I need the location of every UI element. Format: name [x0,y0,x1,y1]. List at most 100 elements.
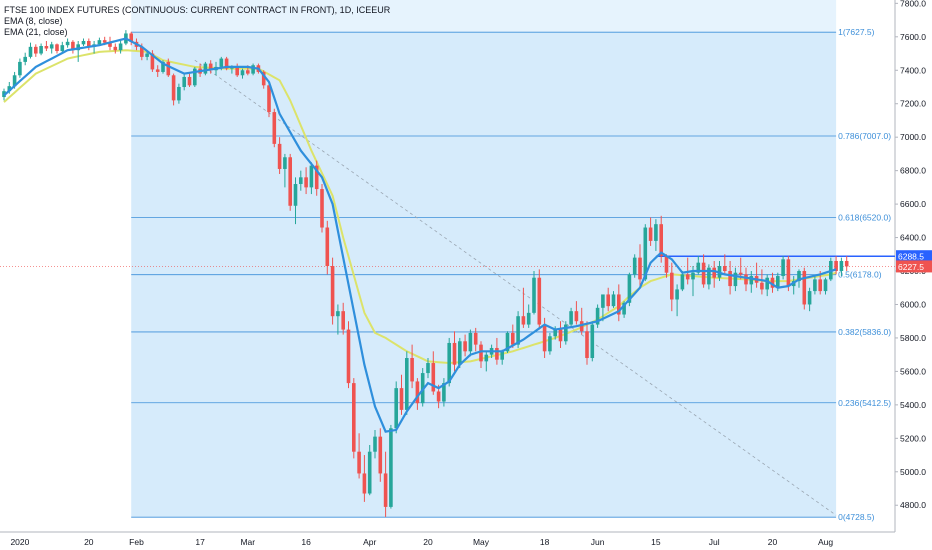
last-price-tag: 6227.5 [898,262,924,272]
candle-body [373,436,377,452]
candle-body [675,289,679,300]
x-tick-label: Aug [818,537,833,547]
candle-body [744,274,748,285]
trend-line [194,59,837,516]
candle-body [569,311,573,325]
candle-body [235,66,239,76]
candle-body [81,40,86,45]
candle-body [12,75,17,87]
candle-body [553,329,557,337]
candle-body [267,85,271,113]
legend-ema8: EMA (8, close) [4,16,63,26]
candle-body [479,344,483,362]
candle-body [844,260,849,267]
candle-body [193,68,197,86]
candle-body [781,259,785,277]
candle-body [436,391,441,402]
candle-body [749,276,754,285]
candle-body [648,227,653,241]
candle-body [251,65,255,74]
candle-body [765,277,769,290]
candle-body [341,311,345,330]
x-tick-label: Feb [129,537,144,547]
candle-body [733,272,738,287]
candle-body [452,342,457,365]
candle-body [723,266,727,272]
candle-body [537,277,542,325]
candle-body [352,383,356,452]
candle-body [659,224,663,256]
candle-body [786,259,791,287]
ema8-line [3,37,837,433]
candle-body [39,46,43,54]
candle-body [664,255,669,273]
candle-body [182,76,186,87]
candle-body [776,276,780,288]
candle-body [505,332,510,352]
candle-body [617,294,621,315]
candle-body [691,272,695,280]
candle-body [203,63,208,74]
candle-body [585,331,589,359]
candle-body [76,44,80,51]
candle-body [44,46,49,49]
fib-level-label: 1(7627.5) [838,27,875,37]
candle-body [558,329,563,342]
candle-body [28,46,33,57]
candle-body [807,291,812,305]
candle-body [155,69,160,72]
candle-body [320,189,324,228]
candle-body [707,267,711,285]
candle-body [579,321,584,332]
candle-body [55,44,59,52]
x-tick-label: Jun [591,537,605,547]
x-tick-label: 17 [195,537,205,547]
x-tick-label: 15 [651,537,661,547]
candle-body [442,383,446,402]
last-price-tag-bg [896,260,932,273]
candle-body [383,473,388,507]
candle-body [97,40,102,45]
candle-body [219,58,224,67]
candle-body [208,63,213,71]
candle-body [304,177,308,188]
candle-body [643,227,648,280]
y-tick-label: 5000.0 [900,467,926,477]
candle-body [161,61,165,72]
candle-body [738,272,743,275]
candle-body [18,61,22,76]
candle-body [500,351,504,360]
candle-body [516,316,520,345]
legend: FTSE 100 INDEX FUTURES (CONTINUOUS: CURR… [4,5,390,38]
x-tick-label: Apr [363,537,376,547]
fib-level-label: 0.5(6178.0) [838,270,882,280]
candle-body [187,76,192,86]
candle-body [277,143,282,169]
x-tick-label: 2020 [10,537,29,547]
candle-body [701,262,706,285]
candle-body [670,272,674,300]
candle-body [415,381,420,404]
candle-body [606,294,610,307]
x-tick-label: 18 [540,537,550,547]
candle-body [87,40,91,47]
candle-body [118,43,123,51]
candle-body [802,271,807,305]
candle-body [770,277,775,288]
candle-body [564,324,568,342]
y-tick-label: 7800.0 [900,0,926,8]
fib-level-label: 0(4728.5) [838,512,875,522]
candle-body [611,294,616,307]
candle-body [468,332,473,352]
candle-body [532,277,536,313]
candle-body [272,112,277,144]
candle-body [760,282,764,290]
candle-body [150,53,155,70]
candle-body [362,473,367,494]
candle-body [463,341,467,352]
candle-body [601,294,605,308]
y-tick-label: 7600.0 [900,32,926,42]
fib-level-label: 0.382(5836.0) [838,327,891,337]
